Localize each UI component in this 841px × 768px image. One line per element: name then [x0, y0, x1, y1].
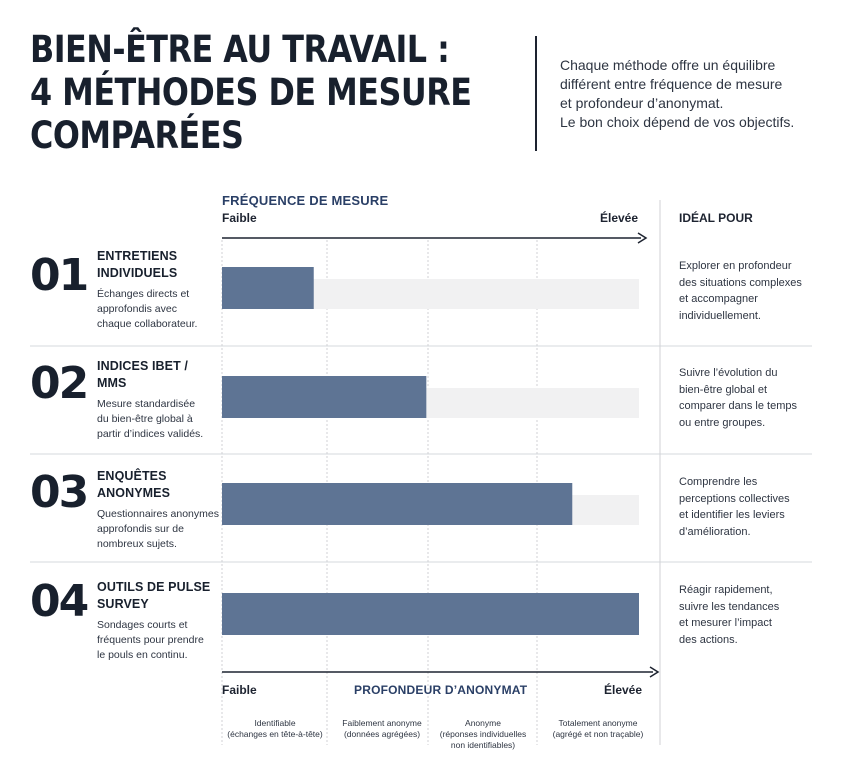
- scale-level-label: Totalement anonyme (agrégé et non traçab…: [536, 718, 660, 740]
- row-ideal-line: bien-être global et: [679, 383, 768, 396]
- row-desc-line: le pouls en continu.: [97, 649, 188, 661]
- scale-level-line: Identifiable: [254, 718, 296, 728]
- bar-02: [222, 376, 427, 418]
- row-desc-line: Questionnaires anonymes: [97, 508, 219, 520]
- scale-level-line: Anonyme: [465, 718, 501, 728]
- bottom-axis-title: PROFONDEUR D’ANONYMAT: [354, 683, 528, 697]
- row-desc-line: Mesure standardisée: [97, 398, 196, 410]
- row-desc-line: Sondages courts et: [97, 619, 188, 631]
- row-ideal-line: suivre les tendances: [679, 600, 780, 613]
- row-ideal-line: ou entre groupes.: [679, 416, 766, 429]
- row-number: 01: [30, 250, 89, 301]
- row-description: Échanges directs et approfondis avec cha…: [97, 287, 222, 332]
- row-desc-line: approfondis sur de: [97, 523, 184, 535]
- scale-level-line: Faiblement anonyme: [342, 718, 422, 728]
- scale-level-line: non identifiables): [450, 740, 516, 750]
- row-ideal-for: Explorer en profondeur des situations co…: [679, 258, 834, 324]
- row-name-line: MMS: [97, 376, 127, 390]
- row-name-line: OUTILS DE PULSE: [97, 580, 211, 594]
- row-desc-line: nombreux sujets.: [97, 538, 177, 550]
- row-name-line: ANONYMES: [97, 486, 171, 500]
- row-ideal-line: Comprendre les: [679, 476, 758, 488]
- scale-level-label: Anonyme (réponses individuelles non iden…: [428, 718, 538, 751]
- bar-01: [222, 267, 314, 309]
- row-ideal-line: perceptions collectives: [679, 492, 790, 505]
- row-number: 02: [30, 358, 89, 409]
- title-line: COMPARÉES: [30, 114, 244, 157]
- scale-level-line: (réponses individuelles: [439, 729, 527, 739]
- scale-level-label: Faiblement anonyme (données agrégées): [327, 718, 437, 740]
- page-title: BIEN-ÊTRE AU TRAVAIL : 4 MÉTHODES DE MES…: [30, 28, 510, 157]
- row-description: Sondages courts et fréquents pour prendr…: [97, 618, 222, 663]
- scale-level-line: Totalement anonyme: [558, 718, 638, 728]
- row-ideal-line: comparer dans le temps: [679, 400, 797, 412]
- bottom-axis-arrowhead: [649, 666, 660, 678]
- row-ideal-line: des situations complexes: [679, 276, 802, 289]
- top-axis-title: FRÉQUENCE DE MESURE: [222, 193, 389, 208]
- row-ideal-line: et identifier les leviers: [679, 509, 785, 521]
- row-ideal-for: Suivre l’évolution du bien-être global e…: [679, 365, 834, 431]
- row-name-line: ENTRETIENS: [97, 249, 178, 263]
- row-desc-line: Échanges directs et: [97, 288, 190, 300]
- intro-line: Chaque méthode offre un équilibre: [560, 57, 776, 73]
- row-method-name: INDICES IBET / MMS: [97, 358, 222, 392]
- row-method-name: OUTILS DE PULSE SURVEY: [97, 579, 222, 613]
- row-name-line: ENQUÊTES: [97, 469, 167, 483]
- row-ideal-line: individuellement.: [679, 309, 761, 322]
- intro-line: Le bon choix dépend de vos objectifs.: [560, 114, 795, 130]
- row-name-line: INDIVIDUELS: [97, 266, 178, 280]
- intro-text: Chaque méthode offre un équilibre différ…: [560, 56, 830, 132]
- bottom-axis-max-label: Élevée: [604, 683, 643, 697]
- scale-level-label: Identifiable (échanges en tête-à-tête): [215, 718, 335, 740]
- top-axis-arrowhead: [637, 232, 648, 244]
- row-method-name: ENTRETIENS INDIVIDUELS: [97, 248, 222, 282]
- row-ideal-line: Suivre l’évolution du: [679, 367, 778, 379]
- row-desc-line: fréquents pour prendre: [97, 634, 204, 646]
- row-ideal-line: Explorer en profondeur: [679, 260, 792, 272]
- row-ideal-line: Réagir rapidement,: [679, 584, 773, 596]
- bottom-axis-min-label: Faible: [222, 683, 257, 697]
- intro-line: et profondeur d’anonymat.: [560, 95, 724, 111]
- title-line: 4 MÉTHODES DE MESURE: [30, 71, 472, 114]
- row-desc-line: du bien-être global à: [97, 413, 193, 425]
- title-line: BIEN-ÊTRE AU TRAVAIL :: [30, 28, 450, 71]
- row-description: Questionnaires anonymes approfondis sur …: [97, 507, 222, 552]
- header-divider: [535, 36, 537, 151]
- row-desc-line: approfondis avec: [97, 303, 177, 315]
- top-axis-max-label: Élevée: [600, 211, 639, 225]
- ideal-column-header: IDÉAL POUR: [679, 211, 753, 225]
- row-description: Mesure standardisée du bien-être global …: [97, 397, 222, 442]
- row-ideal-line: des actions.: [679, 633, 738, 646]
- bar-03: [222, 483, 573, 525]
- row-number: 03: [30, 467, 89, 518]
- row-desc-line: chaque collaborateur.: [97, 318, 198, 330]
- bar-04: [222, 593, 639, 635]
- row-ideal-line: et accompagner: [679, 293, 758, 305]
- scale-level-line: (échanges en tête-à-tête): [227, 729, 323, 739]
- top-axis-min-label: Faible: [222, 211, 257, 225]
- row-name-line: SURVEY: [97, 597, 149, 611]
- row-number: 04: [30, 576, 89, 627]
- row-ideal-line: d’amélioration.: [679, 525, 751, 538]
- row-ideal-line: et mesurer l’impact: [679, 617, 772, 629]
- intro-line: différent entre fréquence de mesure: [560, 76, 783, 92]
- row-ideal-for: Comprendre les perceptions collectives e…: [679, 474, 834, 540]
- row-method-name: ENQUÊTES ANONYMES: [97, 468, 222, 502]
- row-name-line: INDICES IBET /: [97, 359, 188, 373]
- row-desc-line: partir d’indices validés.: [97, 428, 204, 440]
- row-ideal-for: Réagir rapidement, suivre les tendances …: [679, 582, 834, 648]
- scale-level-line: (données agrégées): [343, 729, 421, 739]
- scale-level-line: (agrégé et non traçable): [552, 729, 644, 739]
